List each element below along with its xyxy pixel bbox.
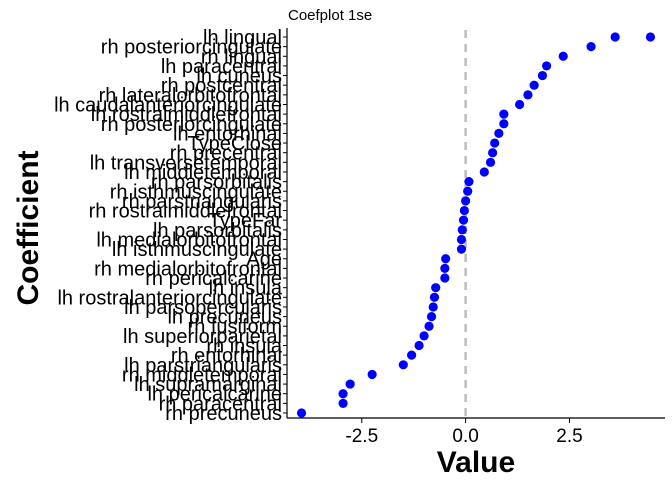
y-tick-label: rh posteriorcingulate <box>101 114 282 136</box>
coefficient-point <box>414 340 424 351</box>
coefficient-point <box>459 205 469 216</box>
y-tick-label: lh entorhinal <box>173 123 282 145</box>
coefficient-point <box>431 283 441 293</box>
y-tick-label: lh rostralanteriorcingulate <box>57 287 282 309</box>
y-tick-label: rh postcentral <box>161 75 282 97</box>
coefficient-point <box>494 128 504 139</box>
y-tick-label: rh isthmuscingulate <box>110 181 282 203</box>
y-tick-label: lh parsopercularis <box>124 297 282 319</box>
y-axis-label: Coefficient <box>12 150 45 305</box>
coefficient-point <box>542 61 552 71</box>
coefficient-point <box>537 70 548 81</box>
coefficient-point <box>456 234 467 245</box>
y-tick-label: rh precentral <box>170 143 282 165</box>
y-tick-label: rh medialorbitofrontal <box>94 258 282 280</box>
coefficient-point <box>499 119 509 129</box>
y-tick-label: TypeFar <box>209 210 283 232</box>
y-tick-label: rh posteriorcingulate <box>101 37 282 59</box>
y-tick-label: rh parstriangularis <box>122 191 282 213</box>
coefficient-point <box>338 389 348 399</box>
coefficient-point <box>456 244 467 254</box>
coefficient-point <box>499 109 509 119</box>
y-tick-label: lh insula <box>209 278 283 300</box>
y-tick-label: lh caudalanteriorcingulate <box>54 94 282 116</box>
y-tick-label: rh insula <box>206 336 282 358</box>
y-tick-label: rh fusiform <box>188 316 282 338</box>
coefficient-point <box>457 225 467 235</box>
coefficient-point <box>558 51 568 61</box>
y-tick-label: Age <box>246 249 282 271</box>
y-tick-label: lh lingual <box>203 27 282 49</box>
coefficient-point <box>610 32 620 42</box>
y-tick-label: rh paracentral <box>159 393 282 415</box>
x-axis: -2.5 0.0 2.5 <box>345 418 583 447</box>
y-tick-label: lh medialorbitofrontal <box>96 229 282 251</box>
y-tick-label: lh superiorparietal <box>123 326 282 348</box>
coefficient-point <box>429 292 440 302</box>
coefficient-point <box>458 215 469 225</box>
y-tick-label: TypeClose <box>188 133 283 155</box>
coefficient-point <box>586 42 596 52</box>
coefficient-point <box>485 157 496 167</box>
coefficient-point <box>515 99 525 110</box>
chart-title: Coefplot 1se <box>288 7 372 24</box>
coefficient-point <box>523 90 533 100</box>
x-axis-label: Value <box>437 446 515 479</box>
y-tick-label: lh isthmuscingulate <box>112 239 282 261</box>
coefficient-point <box>367 369 377 380</box>
coefficient-point <box>426 311 437 322</box>
y-tick-label: lh supramarginal <box>134 374 282 396</box>
y-tick-label: rh lingual <box>201 46 282 68</box>
y-tick-label: lh parsorbitalis <box>153 220 282 242</box>
coefficient-point <box>419 331 429 341</box>
coefficient-point <box>529 80 539 90</box>
y-tick-label: rh entorhinal <box>171 345 282 367</box>
x-tick-label: -2.5 <box>345 426 378 447</box>
x-tick-label: 0.0 <box>452 426 478 447</box>
coefficient-point <box>440 263 450 273</box>
y-tick-label: lh rostralmiddlefrontal <box>91 104 282 126</box>
coefficient-point <box>338 398 348 408</box>
coefficient-point <box>296 408 307 418</box>
coefficient-point <box>463 186 473 196</box>
coefficient-point <box>440 273 450 283</box>
coefficient-point <box>645 32 656 42</box>
y-tick-label: lh paracentral <box>161 56 282 78</box>
coefficient-point <box>424 321 434 331</box>
data-points <box>296 32 656 418</box>
y-tick-label: lh middletemporal <box>124 162 282 184</box>
coefficient-point <box>398 360 408 370</box>
coefficient-point <box>479 167 489 177</box>
y-tick-label: lh pericalcarine <box>147 384 282 406</box>
coefficient-point <box>488 148 498 158</box>
coefficient-point <box>428 302 438 312</box>
coefficient-point <box>345 379 355 389</box>
y-tick-label: lh transversetemporal <box>90 152 282 174</box>
y-tick-label: rh parsorbitalis <box>151 172 282 194</box>
coefficient-point <box>461 196 471 206</box>
y-tick-label: rh lateralorbitofrontal <box>99 85 282 107</box>
coefficient-point <box>407 350 417 360</box>
y-tick-label: lh precuneus <box>167 307 282 329</box>
y-tick-label: lh parstriangularis <box>124 355 282 377</box>
coefficient-point <box>490 138 500 148</box>
y-tick-label: lh cuneus <box>196 66 282 88</box>
y-tick-label: rh pericalcarine <box>145 268 282 290</box>
y-tick-label: rh rostralmiddlefrontal <box>89 201 282 223</box>
coefficient-point <box>464 177 474 187</box>
coefficient-point <box>441 254 451 264</box>
y-tick-label: rh precuneus <box>165 403 282 425</box>
x-tick-label: 2.5 <box>556 426 582 447</box>
y-tick-label: rh middletemporal <box>122 364 282 386</box>
